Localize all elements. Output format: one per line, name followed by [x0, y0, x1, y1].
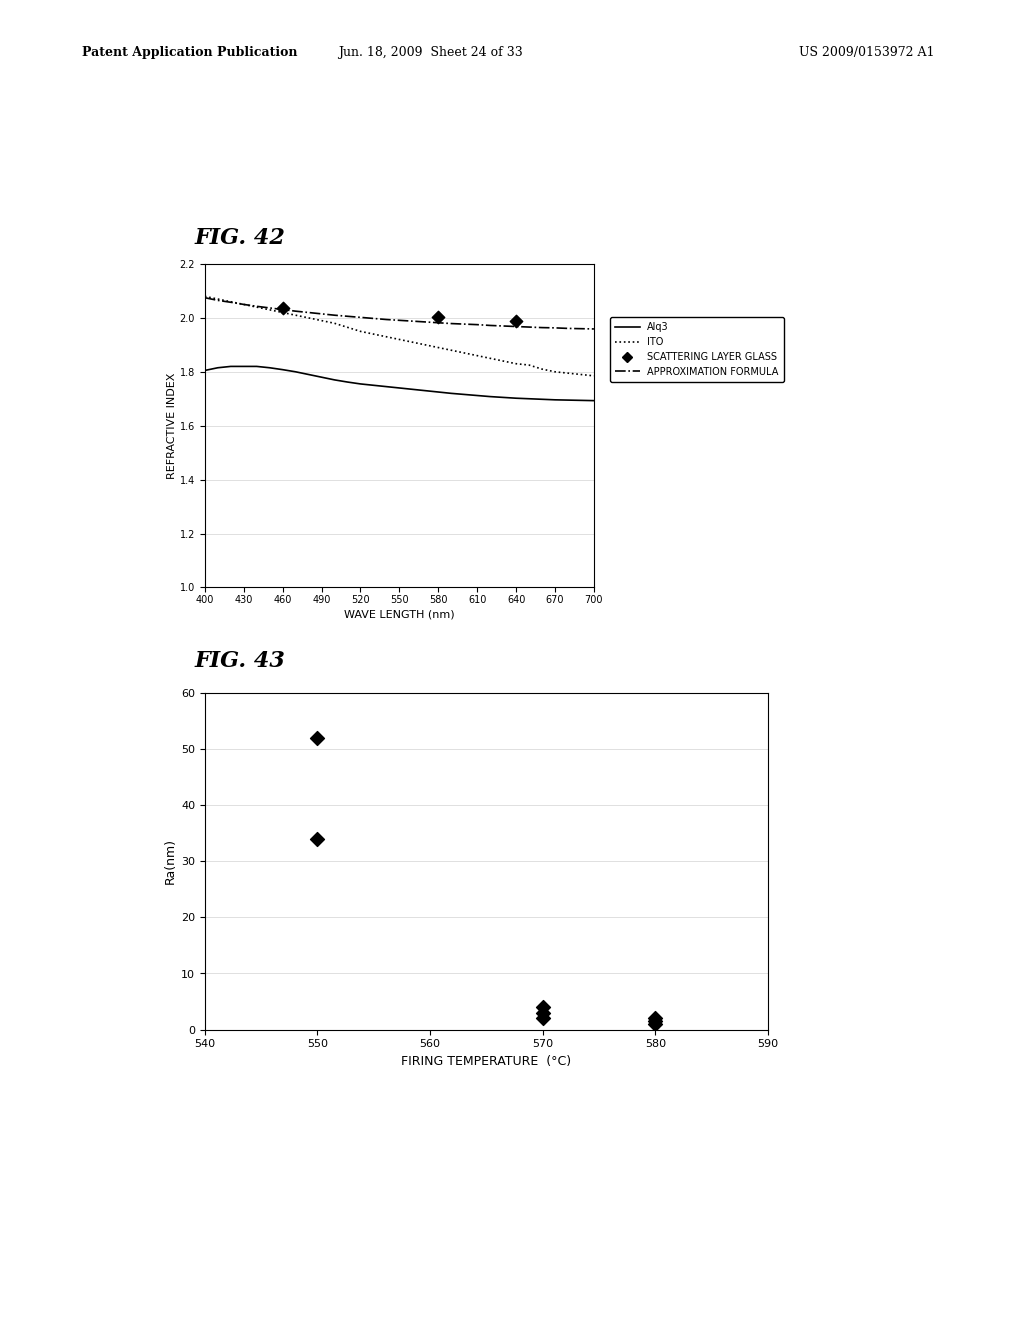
Point	[309, 829, 326, 850]
Y-axis label: Ra(nm): Ra(nm)	[164, 838, 177, 884]
Text: US 2009/0153972 A1: US 2009/0153972 A1	[799, 46, 934, 59]
X-axis label: FIRING TEMPERATURE  (°C): FIRING TEMPERATURE (°C)	[401, 1055, 571, 1068]
Point	[535, 1002, 551, 1023]
Y-axis label: REFRACTIVE INDEX: REFRACTIVE INDEX	[167, 372, 177, 479]
Point	[309, 727, 326, 748]
Point	[430, 306, 446, 327]
Point	[508, 310, 524, 331]
Point	[535, 1008, 551, 1030]
Point	[647, 1011, 664, 1032]
Point	[535, 997, 551, 1018]
Text: FIG. 42: FIG. 42	[195, 227, 286, 249]
X-axis label: WAVE LENGTH (nm): WAVE LENGTH (nm)	[344, 610, 455, 619]
Text: Patent Application Publication: Patent Application Publication	[82, 46, 297, 59]
Legend: Alq3, ITO, SCATTERING LAYER GLASS, APPROXIMATION FORMULA: Alq3, ITO, SCATTERING LAYER GLASS, APPRO…	[610, 317, 783, 381]
Point	[274, 298, 291, 319]
Text: FIG. 43: FIG. 43	[195, 649, 286, 672]
Point	[647, 1014, 664, 1035]
Text: Jun. 18, 2009  Sheet 24 of 33: Jun. 18, 2009 Sheet 24 of 33	[338, 46, 522, 59]
Point	[647, 1008, 664, 1030]
